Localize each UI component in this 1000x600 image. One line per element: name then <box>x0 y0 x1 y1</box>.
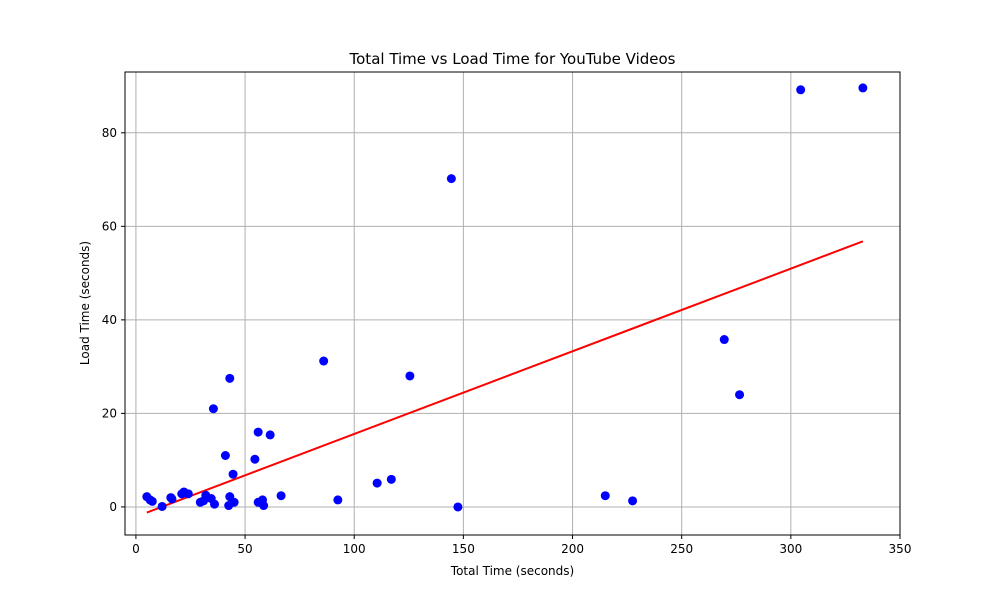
data-point <box>333 495 343 505</box>
data-point <box>259 501 269 511</box>
data-point <box>628 496 638 506</box>
x-tick-label: 250 <box>670 542 693 556</box>
grid <box>125 72 901 535</box>
x-axis-ticks: 0 50 100 150 200 250 300 350 <box>132 535 911 556</box>
data-point <box>228 469 238 479</box>
data-point <box>229 497 239 507</box>
data-point <box>372 478 382 488</box>
x-tick-label: 100 <box>343 542 366 556</box>
x-tick-label: 350 <box>889 542 912 556</box>
y-tick-label: 20 <box>102 406 117 420</box>
data-point <box>167 494 177 504</box>
data-point <box>719 335 729 345</box>
y-tick-label: 60 <box>102 219 117 233</box>
data-point <box>600 491 610 501</box>
x-axis-label: Total Time (seconds) <box>450 564 574 578</box>
fit-line-layer <box>146 240 864 514</box>
data-point <box>446 174 456 184</box>
data-point <box>265 430 275 440</box>
x-tick-label: 0 <box>132 542 140 556</box>
data-point <box>147 496 157 506</box>
data-point <box>405 371 415 381</box>
data-point <box>796 85 806 95</box>
x-tick-label: 300 <box>779 542 802 556</box>
data-point <box>319 356 329 366</box>
data-point <box>225 373 235 383</box>
chart-title: Total Time vs Load Time for YouTube Vide… <box>349 50 676 68</box>
data-point <box>735 390 745 400</box>
y-tick-label: 0 <box>109 500 117 514</box>
data-point <box>250 454 260 464</box>
y-tick-label: 80 <box>102 126 117 140</box>
data-point <box>208 404 218 414</box>
plot-frame <box>124 71 901 536</box>
y-axis-ticks: 0 20 40 60 80 <box>102 126 125 514</box>
data-point <box>210 499 220 509</box>
x-tick-label: 50 <box>237 542 252 556</box>
data-point <box>858 83 868 93</box>
regression-line <box>146 240 864 514</box>
data-points <box>142 83 868 512</box>
x-tick-label: 200 <box>561 542 584 556</box>
y-axis-label: Load Time (seconds) <box>78 241 92 365</box>
y-tick-label: 40 <box>102 313 117 327</box>
data-point <box>276 491 286 501</box>
data-point <box>183 489 193 499</box>
data-point <box>386 474 396 484</box>
data-point <box>253 427 263 437</box>
x-tick-label: 150 <box>452 542 475 556</box>
data-point <box>220 450 230 460</box>
data-point <box>453 502 463 512</box>
data-point <box>157 501 167 511</box>
